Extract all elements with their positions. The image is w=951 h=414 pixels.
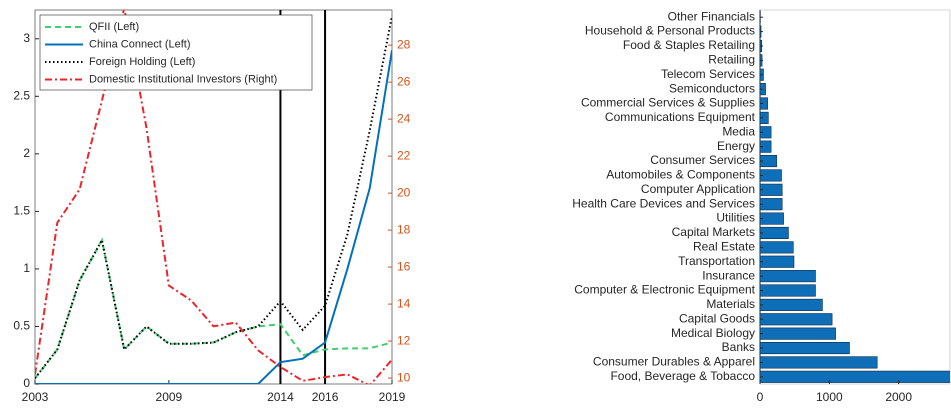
x-tick-label: 1000 — [816, 390, 843, 404]
bar — [760, 270, 815, 282]
y-tick-label: Insurance — [702, 268, 755, 282]
y-tick-label: 2.5 — [13, 88, 30, 102]
y-tick-label: Capital Markets — [672, 225, 755, 239]
bar — [760, 342, 849, 354]
y2-tick-label: 20 — [397, 185, 411, 199]
y-tick-label: Computer Application — [641, 182, 755, 196]
y2-tick-label: 28 — [397, 37, 411, 51]
y-tick-label: 1.5 — [13, 204, 30, 218]
y-tick-label: Materials — [706, 297, 755, 311]
y-tick-label: Health Care Devices and Services — [572, 196, 755, 210]
y-tick-label: Computer & Electronic Equipment — [574, 283, 755, 297]
y-tick-label: Consumer Durables & Apparel — [593, 355, 755, 369]
y-tick-label: Retailing — [708, 53, 755, 67]
legend-label: China Connect (Left) — [89, 38, 191, 50]
bar — [760, 198, 782, 210]
y2-tick-label: 10 — [397, 370, 411, 384]
y-tick-label: 0 — [23, 376, 30, 390]
bar — [760, 357, 877, 369]
y-tick-label: Media — [722, 124, 755, 138]
bars — [760, 11, 951, 382]
y2-tick-label: 26 — [397, 74, 411, 88]
x-tick-label: 2016 — [312, 390, 339, 404]
bar — [760, 371, 951, 383]
y-tick-label: Transportation — [678, 254, 755, 268]
bar — [760, 213, 784, 225]
y2-tick-label: 12 — [397, 333, 411, 347]
legend-label: Foreign Holding (Left) — [89, 56, 195, 68]
y2-tick-label: 22 — [397, 148, 411, 162]
bar — [760, 184, 782, 196]
x-tick-label: 0 — [757, 390, 764, 404]
y-tick-label: Food, Beverage & Tobacco — [610, 369, 755, 383]
bar — [760, 314, 832, 326]
y-tick-label: Commercial Services & Supplies — [581, 96, 755, 110]
bar — [760, 299, 822, 311]
legend-label: Domestic Institutional Investors (Right) — [89, 73, 277, 85]
bar — [760, 227, 788, 239]
y-tick-label: Banks — [722, 340, 755, 354]
y-tick-label: 2 — [23, 146, 30, 160]
y-tick-label: Energy — [717, 139, 755, 153]
y-tick-label: Real Estate — [693, 240, 755, 254]
y-tick-label: Household & Personal Products — [585, 24, 755, 38]
bar — [760, 242, 793, 254]
y-tick-label: Consumer Services — [650, 153, 755, 167]
legend-label: QFII (Left) — [89, 21, 139, 33]
y-tick-label: 3 — [23, 31, 30, 45]
x-tick-label: 2003 — [22, 390, 49, 404]
bar — [760, 328, 836, 340]
y-tick-label: Communications Equipment — [605, 110, 756, 124]
bar — [760, 285, 815, 297]
y-tick-label: Telecom Services — [661, 67, 755, 81]
y-tick-label: Capital Goods — [679, 311, 755, 325]
y-tick-label: 0.5 — [13, 319, 30, 333]
y2-tick-label: 16 — [397, 259, 411, 273]
x-tick-label: 2000 — [885, 390, 912, 404]
x-tick-label: 2009 — [156, 390, 183, 404]
y-tick-label: Other Financials — [668, 9, 755, 23]
x-tick-label: 2019 — [379, 390, 406, 404]
y2-tick-label: 14 — [397, 296, 411, 310]
y2-tick-label: 18 — [397, 222, 411, 236]
y-tick-label: Food & Staples Retailing — [623, 38, 755, 52]
y-tick-label: Semiconductors — [669, 81, 755, 95]
y-tick-label: 1 — [23, 261, 30, 275]
y-tick-label: Medical Biology — [671, 326, 755, 340]
y-tick-label: Utilities — [716, 211, 755, 225]
bar — [760, 256, 794, 268]
x-tick-label: 2014 — [267, 390, 294, 404]
bar — [760, 170, 781, 182]
series-line — [35, 50, 392, 384]
y2-tick-label: 24 — [397, 111, 411, 125]
y-tick-label: Automobiles & Components — [606, 168, 755, 182]
